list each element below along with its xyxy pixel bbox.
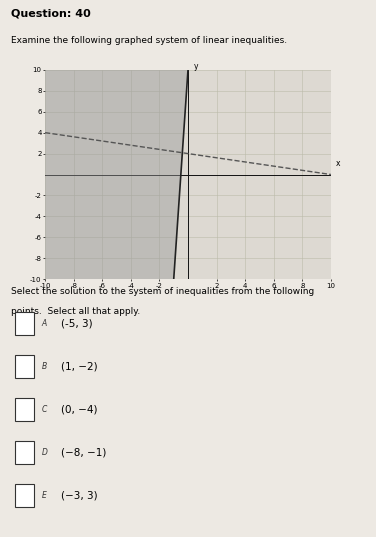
Text: E: E (41, 491, 46, 500)
Text: C: C (41, 405, 47, 414)
Text: y: y (194, 62, 198, 71)
Text: A: A (41, 319, 47, 328)
Text: Examine the following graphed system of linear inequalities.: Examine the following graphed system of … (11, 37, 287, 45)
Bar (15, 398, 34, 421)
Text: D: D (41, 448, 47, 457)
Text: Question: 40: Question: 40 (11, 9, 91, 19)
Polygon shape (45, 70, 188, 279)
Bar (15, 355, 34, 378)
Text: (−8, −1): (−8, −1) (61, 447, 106, 458)
Text: Select the solution to the system of inequalities from the following: Select the solution to the system of ine… (11, 287, 315, 296)
Bar (15, 313, 34, 335)
Text: points.  Select all that apply.: points. Select all that apply. (11, 307, 141, 316)
Text: (1, −2): (1, −2) (61, 361, 97, 372)
Text: (−3, 3): (−3, 3) (61, 490, 97, 500)
Bar (15, 484, 34, 507)
Text: B: B (41, 362, 47, 371)
Bar (15, 441, 34, 464)
Text: (0, −4): (0, −4) (61, 404, 97, 415)
Text: (-5, 3): (-5, 3) (61, 319, 92, 329)
Text: x: x (336, 159, 340, 168)
